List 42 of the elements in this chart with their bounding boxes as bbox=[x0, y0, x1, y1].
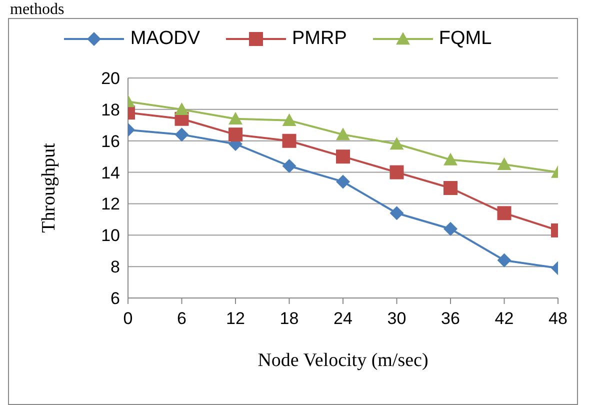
point bbox=[336, 150, 350, 164]
x-tick-label: 0 bbox=[123, 309, 133, 328]
y-tick-label: 14 bbox=[101, 163, 120, 182]
point bbox=[282, 134, 296, 148]
point bbox=[336, 128, 350, 140]
point bbox=[282, 159, 296, 173]
y-tick-label: 18 bbox=[101, 100, 120, 120]
point bbox=[444, 181, 458, 195]
legend-label: PMRP bbox=[291, 28, 347, 50]
point bbox=[390, 137, 404, 150]
text: methods bbox=[10, 1, 64, 18]
x-tick-label: 48 bbox=[548, 309, 568, 328]
point bbox=[228, 128, 242, 142]
point bbox=[497, 157, 512, 170]
y-tick-label: 8 bbox=[110, 258, 120, 277]
point bbox=[497, 253, 512, 268]
point bbox=[336, 174, 350, 189]
point bbox=[174, 102, 189, 116]
x-tick-label: 6 bbox=[177, 309, 186, 328]
legend-label: MAODV bbox=[129, 28, 200, 50]
x-tick-label: 30 bbox=[387, 309, 406, 328]
point bbox=[390, 165, 404, 180]
y-tick-label: 12 bbox=[101, 194, 120, 214]
y-axis-title: Throughput bbox=[38, 142, 60, 233]
x-tick-label: 12 bbox=[226, 309, 245, 328]
point bbox=[497, 206, 512, 220]
point bbox=[228, 112, 242, 124]
x-tick-label: 36 bbox=[441, 309, 460, 328]
y-tick-label: 10 bbox=[101, 226, 120, 246]
x-tick-label: 42 bbox=[494, 309, 514, 328]
y-tick-label: 16 bbox=[101, 132, 120, 151]
x-axis-title: Node Velocity (m/sec) bbox=[258, 350, 428, 371]
point bbox=[282, 113, 296, 126]
legend-label: FQML bbox=[438, 28, 492, 50]
y-tick-label: 20 bbox=[101, 69, 120, 88]
x-tick-label: 24 bbox=[334, 309, 352, 328]
point bbox=[174, 128, 189, 142]
point bbox=[444, 152, 458, 166]
y-tick-label: 6 bbox=[110, 289, 120, 308]
point bbox=[390, 206, 404, 220]
point bbox=[444, 222, 458, 236]
x-tick-label: 18 bbox=[280, 309, 299, 328]
